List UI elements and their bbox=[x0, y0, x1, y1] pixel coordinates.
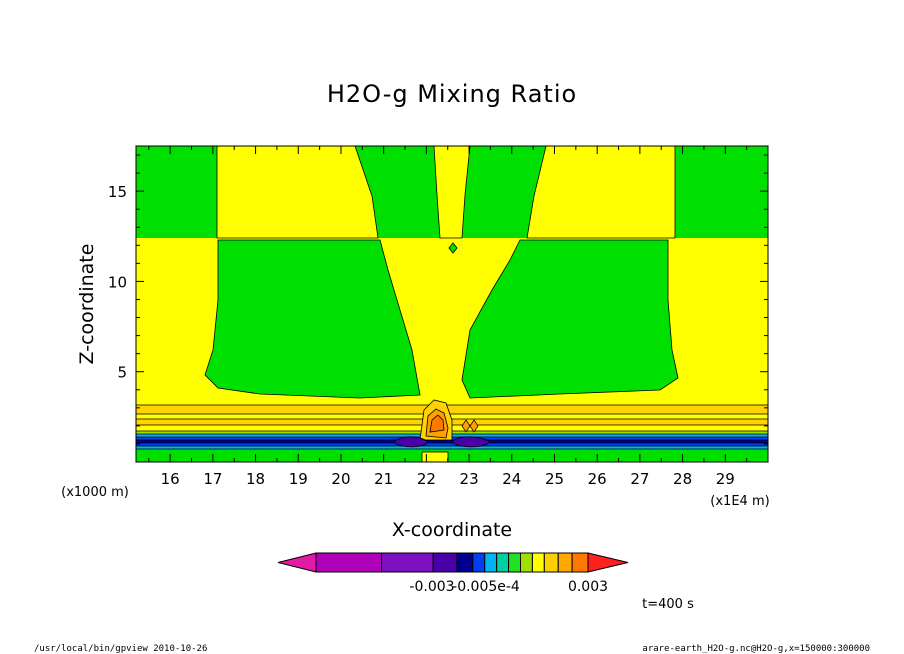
colorbar-cell bbox=[456, 552, 474, 573]
footer-right: arare-earth_H2O-g.nc@H2O-g,x=150000:3000… bbox=[642, 644, 870, 654]
field-region bbox=[204, 239, 421, 399]
x-tick-label: 27 bbox=[630, 470, 649, 488]
colorbar bbox=[277, 552, 629, 573]
y-axis-ticks: 5 10 15 bbox=[108, 154, 768, 445]
footer-left: /usr/local/bin/gpview 2010-10-26 bbox=[34, 644, 207, 654]
x-tick-label: 22 bbox=[417, 470, 436, 488]
x-tick-label: 18 bbox=[246, 470, 265, 488]
plume-wisp bbox=[469, 419, 479, 433]
colorbar-cell bbox=[484, 552, 498, 573]
x-tick-label: 23 bbox=[460, 470, 479, 488]
plume-vortex bbox=[393, 436, 429, 448]
y-tick-label: 5 bbox=[117, 364, 127, 382]
colorbar-labels: -0.003-0.005e-4 0.003 bbox=[409, 579, 608, 595]
y-tick-label: 10 bbox=[108, 273, 127, 291]
x-tick-label: 25 bbox=[545, 470, 564, 488]
colorbar-tick-label: 0.003 bbox=[568, 579, 608, 595]
time-label: t=400 s bbox=[642, 597, 694, 612]
x-tick-label: 29 bbox=[716, 470, 735, 488]
colorbar-cell bbox=[472, 552, 486, 573]
plume-core bbox=[429, 414, 445, 433]
colorbar-cell bbox=[543, 552, 559, 573]
field-band bbox=[136, 443, 768, 446]
axes-frame bbox=[135, 145, 769, 463]
field-region bbox=[526, 146, 676, 239]
x-tick-label: 24 bbox=[502, 470, 521, 488]
colorbar-cell bbox=[432, 552, 458, 573]
x-tick-label: 26 bbox=[588, 470, 607, 488]
y-tick-label: 15 bbox=[108, 183, 127, 201]
field-region bbox=[448, 242, 458, 254]
x-tick-label: 16 bbox=[161, 470, 180, 488]
x-tick-label: 20 bbox=[331, 470, 350, 488]
field-band bbox=[136, 446, 768, 449]
plume-vortex bbox=[451, 436, 491, 448]
chart-title: H2O-g Mixing Ratio bbox=[327, 80, 577, 108]
x-unit-label: (x1E4 m) bbox=[710, 494, 769, 509]
colorbar-tick-label: -0.005e-4 bbox=[452, 579, 520, 595]
x-tick-label: 17 bbox=[203, 470, 222, 488]
field-region bbox=[433, 146, 471, 239]
colorbar-cell bbox=[496, 552, 510, 573]
plume-wisp bbox=[461, 419, 471, 433]
x-axis-label: X-coordinate bbox=[392, 519, 512, 541]
field-band bbox=[136, 414, 768, 419]
x-tick-label: 21 bbox=[374, 470, 393, 488]
colorbar-cell bbox=[381, 552, 434, 573]
x-axis-ticks: 16 17 18 19 20 21 22 23 24 25 26 27 28 29 bbox=[148, 146, 748, 488]
colorbar-cell bbox=[531, 552, 545, 573]
colorbar-cell bbox=[587, 552, 629, 573]
x-tick-label: 19 bbox=[289, 470, 308, 488]
colorbar-cell bbox=[557, 552, 573, 573]
colorbar-cell bbox=[315, 552, 383, 573]
colorbar-cell bbox=[571, 552, 589, 573]
x-tick-label: 28 bbox=[673, 470, 692, 488]
field-band bbox=[136, 405, 768, 414]
field-band bbox=[136, 449, 768, 462]
plot-area bbox=[136, 146, 768, 462]
colorbar-cell bbox=[519, 552, 533, 573]
y-unit-label: (x1000 m) bbox=[61, 485, 129, 500]
field-region bbox=[461, 239, 679, 399]
y-axis-label: Z-coordinate bbox=[76, 244, 98, 365]
colorbar-cell bbox=[277, 552, 317, 573]
colorbar-cell bbox=[508, 552, 521, 573]
colorbar-tick-label: -0.003 bbox=[409, 579, 454, 595]
field-region bbox=[216, 146, 379, 239]
plume-base bbox=[421, 451, 449, 462]
